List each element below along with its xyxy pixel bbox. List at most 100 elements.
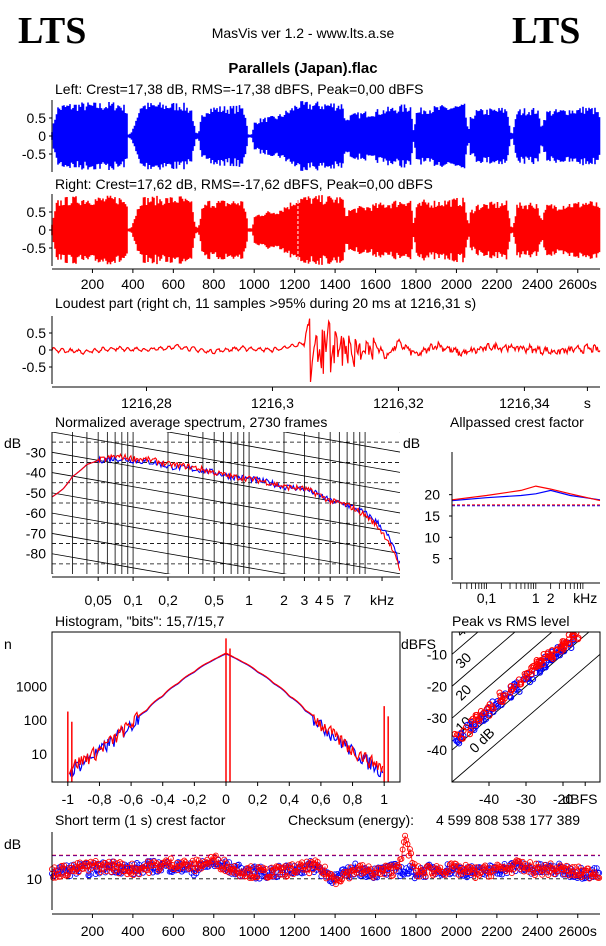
x-tick-label: 2200: [481, 923, 512, 939]
short-crest-point-right: [339, 876, 345, 883]
peak-rms-point-right: [573, 632, 580, 636]
x-tick-label: 2: [547, 590, 555, 606]
short-crest-point-right: [534, 865, 541, 871]
short-crest-point-right: [76, 859, 83, 866]
x-tick-label: -1: [62, 791, 75, 807]
spectrum-title: Normalized average spectrum, 2730 frames: [55, 414, 328, 430]
short-crest-point-right: [218, 865, 225, 872]
y-tick-label: 5: [432, 551, 440, 567]
short-crest-point-right: [188, 860, 195, 867]
right-channel-title: Right: Crest=17,62 dB, RMS=-17,62 dBFS, …: [55, 176, 433, 192]
short-crest-point-right: [70, 861, 77, 868]
short-crest-point-right: [64, 872, 71, 879]
short-crest-point-right: [69, 868, 76, 874]
y-tick-label: 15: [424, 508, 440, 524]
short-crest-point-right: [389, 872, 396, 879]
peak-rms-point-right: [472, 713, 480, 721]
short-crest-point-left: [96, 870, 103, 877]
short-crest-point-right: [165, 862, 172, 869]
short-crest-point-right: [215, 856, 222, 863]
short-crest-point-right: [376, 865, 383, 872]
short-crest-point-right: [288, 865, 294, 872]
short-crest-point-right: [144, 858, 151, 865]
short-crest-point-left: [92, 871, 99, 878]
spectrum-line-left: [52, 455, 400, 565]
short-crest-point-right: [522, 861, 529, 867]
short-crest-point-right: [426, 863, 433, 870]
app-title: MasVis ver 1.2 - www.lts.a.se: [211, 25, 395, 41]
crest-ylabel: dB: [403, 435, 420, 451]
short-crest-point-right: [415, 863, 422, 870]
spectrum-slope-line: [166, 432, 400, 473]
peak-rms-point-right: [497, 692, 504, 699]
spectrum-line-right: [52, 452, 400, 571]
short-crest-point-right: [110, 858, 117, 865]
y-tick-label: 10: [31, 746, 47, 762]
short-term-crest-title: Short term (1 s) crest factor: [55, 812, 226, 828]
short-crest-point-right: [570, 872, 577, 879]
short-crest-point-right: [359, 862, 366, 869]
short-crest-point-right: [511, 865, 518, 872]
x-tick-label: 7: [343, 592, 351, 608]
peak-rms-point-right: [467, 717, 475, 724]
short-crest-point-right: [125, 864, 132, 871]
crest-diagonal-line: [452, 653, 600, 782]
crest-diagonal-line: [452, 632, 516, 687]
checksum-value: 4 599 808 538 177 389: [436, 812, 581, 828]
y-tick-label: -40: [26, 465, 46, 481]
y-tick-label: -60: [26, 505, 46, 521]
short-crest-point-right: [455, 871, 462, 878]
short-crest-point-right: [442, 872, 449, 879]
short-crest-point-right: [580, 873, 587, 879]
short-crest-point-right: [473, 864, 480, 871]
short-crest-point-right: [146, 870, 153, 876]
loudest-part-chart: 0.50-0.5 1216,28 1216,3 1216,32 1216,34 s: [22, 316, 601, 411]
y-tick-label: 1000: [16, 678, 47, 694]
short-crest-point-right: [491, 867, 498, 874]
loudest-part-title: Loudest part (right ch, 11 samples >95% …: [55, 295, 477, 311]
x-tick-label: 0,8: [343, 791, 363, 807]
x-tick-label: 0: [222, 791, 230, 807]
short-crest-point-right: [575, 863, 582, 870]
x-tick-label: 600: [162, 923, 186, 939]
x-tick-label: 1600: [360, 276, 391, 292]
peak-rms-point-right: [476, 717, 483, 725]
x-tick-label: 0,5: [204, 592, 224, 608]
short-crest-point-right: [393, 863, 400, 870]
short-crest-point-right: [284, 873, 291, 879]
short-crest-point-right: [508, 870, 515, 877]
peak-rms-point-right: [469, 715, 476, 722]
y-tick-label: 0.5: [27, 325, 47, 341]
peak-rms-point-right: [549, 651, 556, 658]
x-tick-label: 1216,3: [251, 395, 294, 411]
short-crest-point-right: [226, 869, 233, 876]
short-crest-point-right: [431, 870, 438, 877]
x-tick-label: 2000: [441, 923, 472, 939]
x-tick-label: 600: [162, 276, 186, 292]
y-tick-label: 0: [38, 222, 46, 238]
histogram-chart: n 1000 100 10 -1 -0,8 -0,6 -0,4 -0,2 0 0,2 0,4 0,6 0,…: [4, 631, 401, 807]
crest-diagonal-label: 40: [452, 617, 474, 639]
peak-rms-point-right: [467, 727, 474, 734]
short-crest-point-right: [271, 873, 277, 880]
peak-rms-point-right: [561, 644, 568, 651]
y-tick-label: -40: [427, 742, 447, 758]
short-crest-point-right: [175, 867, 182, 874]
peak-rms-point-right: [521, 676, 528, 683]
short-crest-point-right: [414, 873, 421, 880]
short-crest-point-right: [512, 858, 519, 865]
short-crest-point-right: [97, 869, 104, 876]
short-crest-point-right: [394, 861, 401, 868]
file-title: Parallels (Japan).flac: [228, 60, 378, 77]
peak-rms-point-right: [566, 640, 573, 647]
short-crest-point-right: [291, 869, 298, 875]
lts-logo-left: LTS: [18, 10, 87, 52]
short-crest-point-right: [277, 871, 284, 878]
short-crest-point-right: [250, 873, 257, 880]
peak-rms-point-left: [498, 701, 505, 709]
x-tick-label: dBFS: [562, 791, 597, 807]
y-tick-label: 0: [38, 342, 46, 358]
short-crest-point-right: [307, 860, 314, 867]
short-crest-point-right: [385, 867, 392, 874]
